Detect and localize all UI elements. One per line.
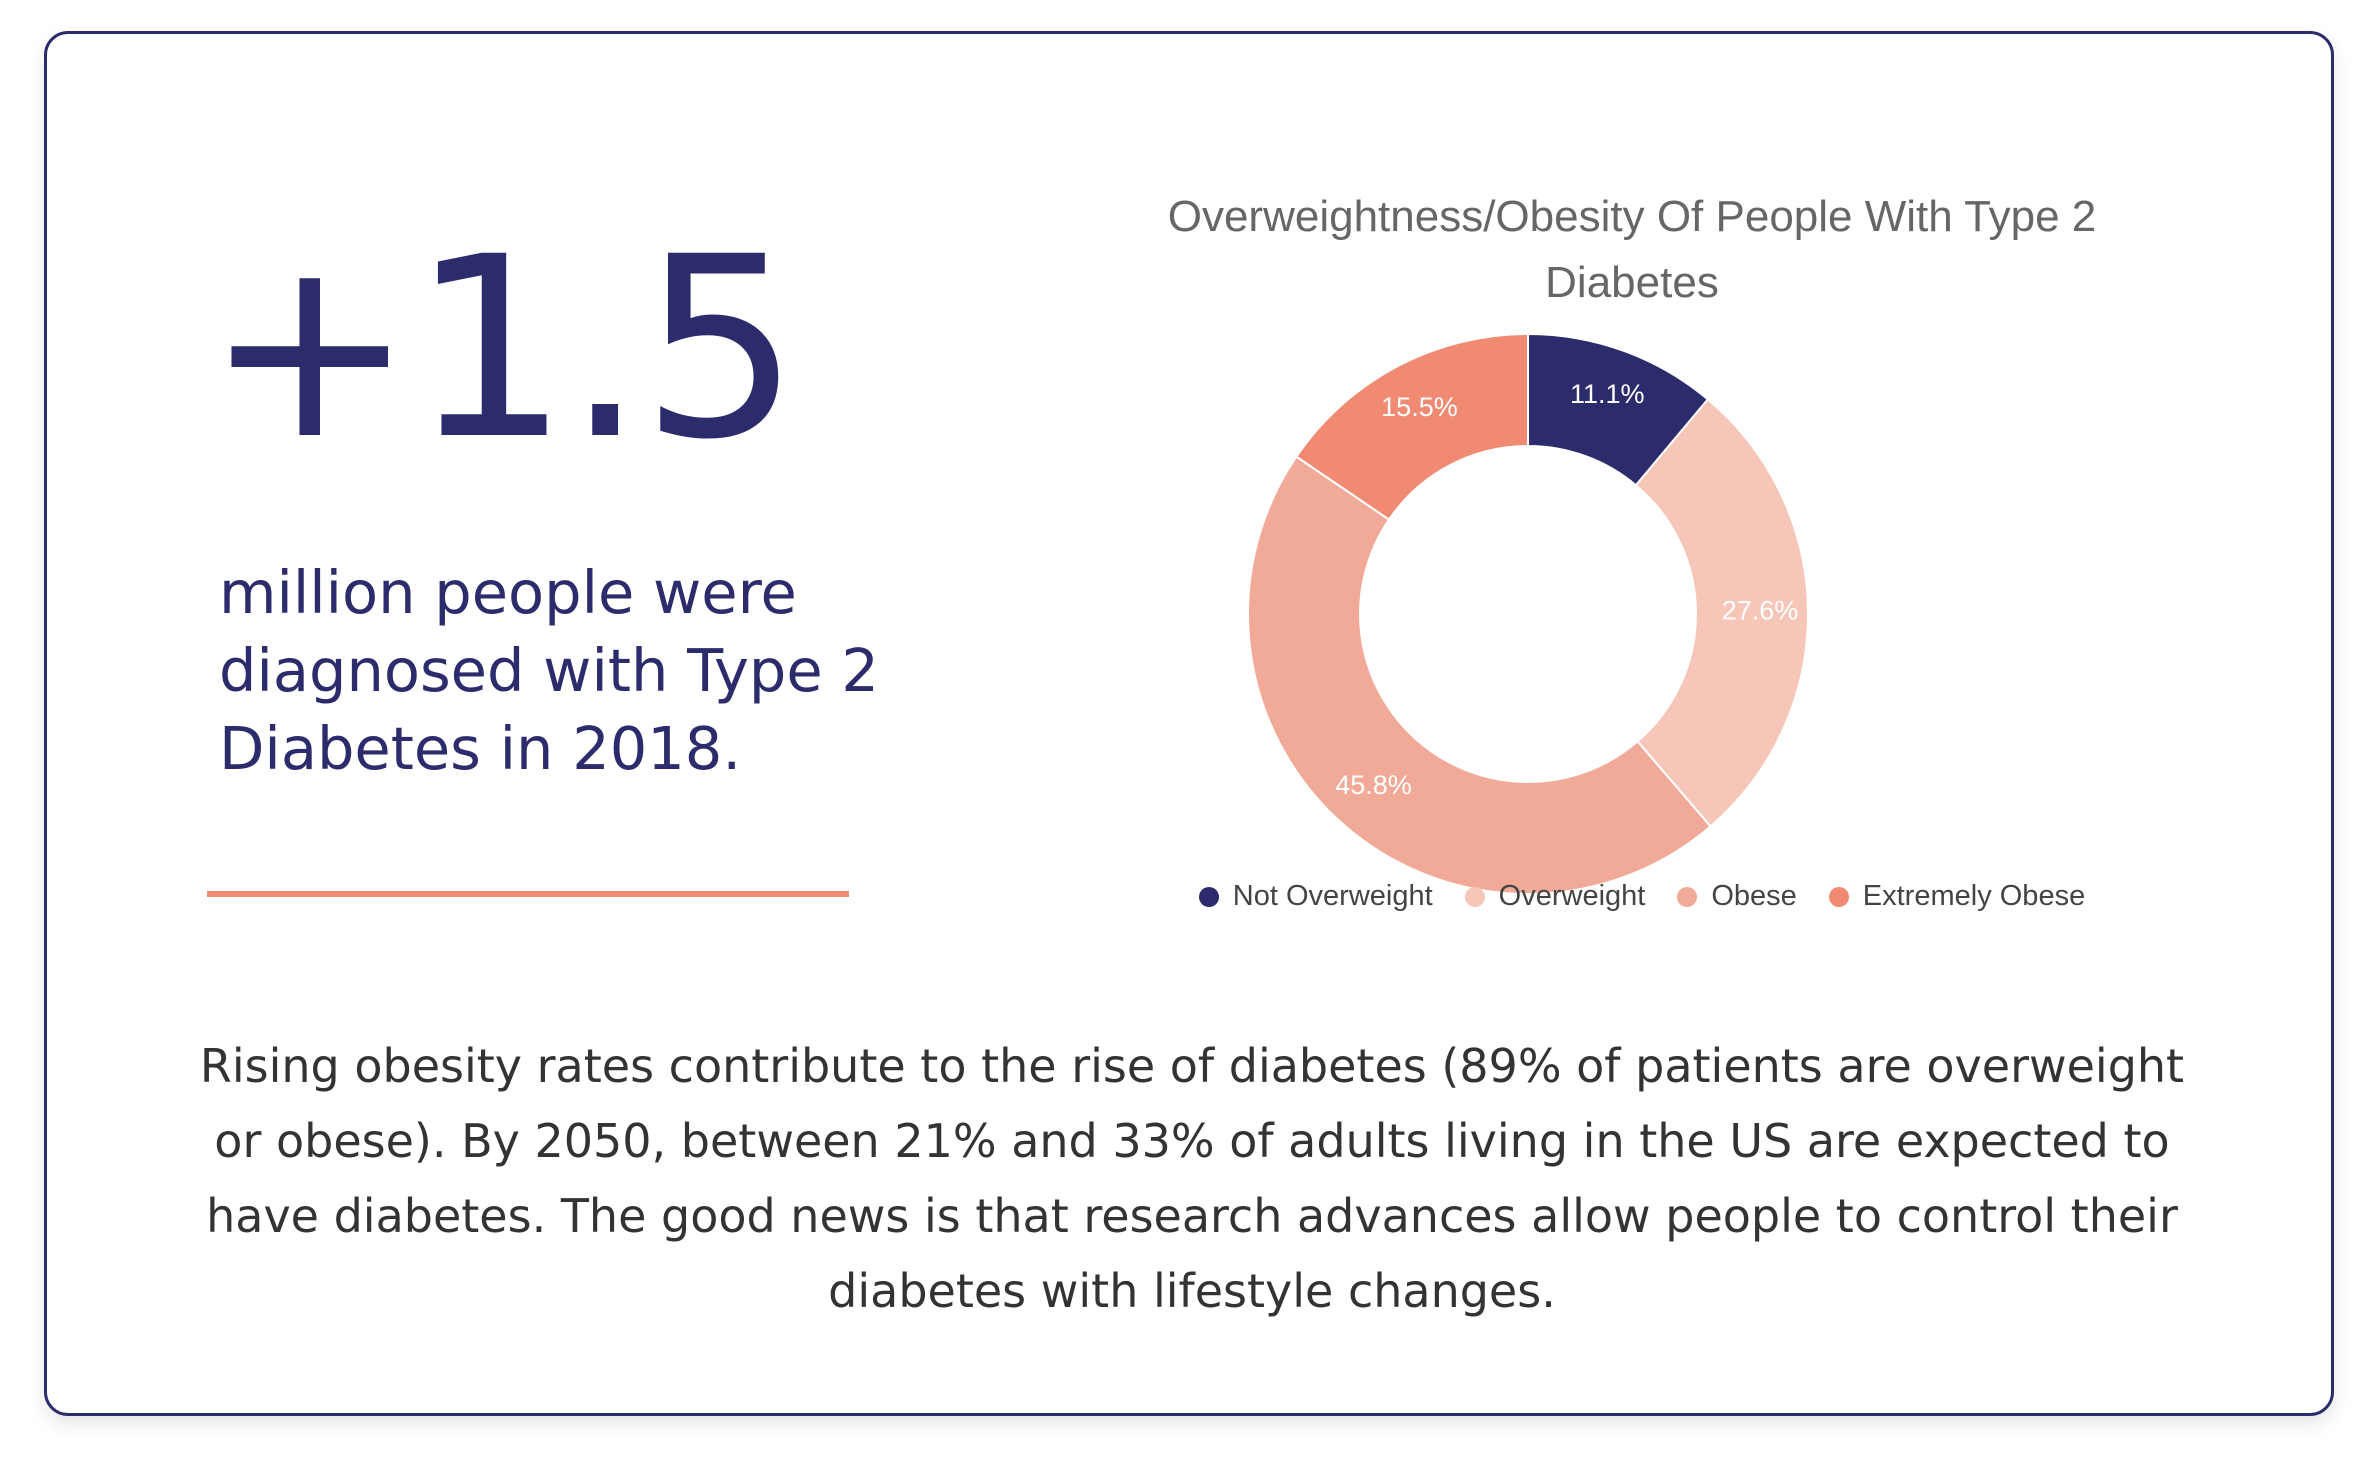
legend-swatch xyxy=(1198,886,1219,907)
legend-item-not-overweight: Not Overweight xyxy=(1198,880,1433,913)
body-paragraph: Rising obesity rates contribute to the r… xyxy=(199,1039,2185,1318)
legend-item-extremely-obese: Extremely Obese xyxy=(1828,880,2086,913)
chart-title: Overweightness/Obesity Of People With Ty… xyxy=(1167,192,2097,307)
donut-slice-overweight xyxy=(1634,397,1809,828)
stat-caption: million people were diagnosed with Type … xyxy=(219,558,879,783)
chart-legend: Not Overweight Overweight Obese Extremel… xyxy=(1107,880,2177,913)
legend-item-overweight: Overweight xyxy=(1464,880,1646,913)
legend-swatch xyxy=(1464,886,1485,907)
donut-slice-extremely-obese xyxy=(1295,332,1529,521)
legend-swatch xyxy=(1677,886,1698,907)
donut-slice-obese xyxy=(1247,455,1712,895)
legend-item-obese: Obese xyxy=(1677,880,1797,913)
data-label-overweight: 27.6% xyxy=(1722,596,1799,626)
donut-chart: 11.1% 27.6% 45.8% 15.5% xyxy=(1247,332,1809,895)
legend-label: Overweight xyxy=(1498,880,1646,912)
stat-number: +1.5 xyxy=(205,203,800,494)
legend-swatch xyxy=(1828,886,1849,907)
divider xyxy=(207,891,849,897)
data-label-obese: 45.8% xyxy=(1335,770,1412,800)
data-label-extremely-obese: 15.5% xyxy=(1381,392,1458,422)
infographic-card: +1.5 million people were diagnosed with … xyxy=(44,31,2334,1416)
legend-label: Obese xyxy=(1711,880,1797,912)
legend-label: Extremely Obese xyxy=(1862,880,2086,912)
data-label-not-overweight: 11.1% xyxy=(1570,379,1645,409)
legend-label: Not Overweight xyxy=(1232,880,1433,912)
